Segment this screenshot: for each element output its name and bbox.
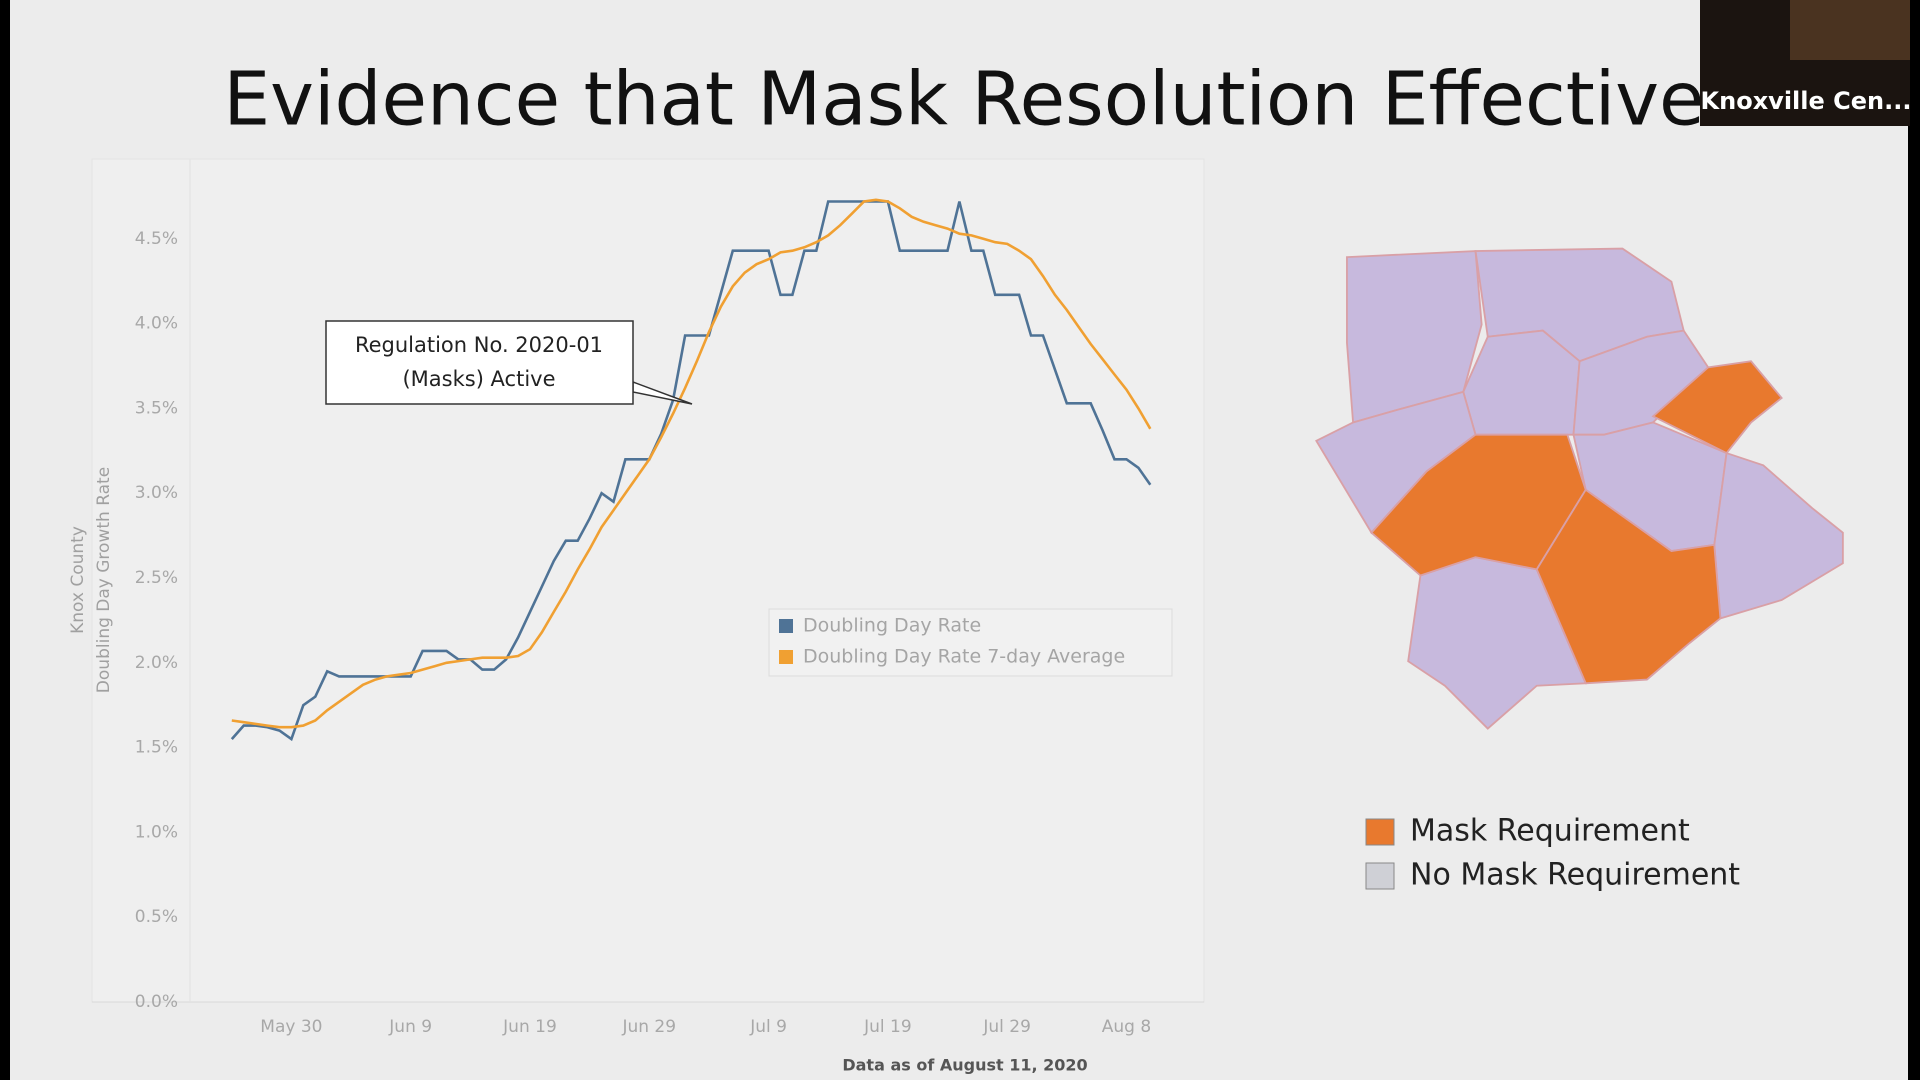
legend-label: Doubling Day Rate	[803, 615, 981, 637]
y-tick-label: 1.5%	[135, 738, 178, 758]
y-tick-label: 4.5%	[135, 229, 178, 249]
caption: Data as of August 11, 2020	[842, 1056, 1087, 1075]
x-tick-label: Aug 8	[1102, 1017, 1151, 1037]
county-map	[1315, 247, 1844, 730]
chart-area	[91, 158, 1205, 1003]
x-tick-label: May 30	[260, 1017, 322, 1037]
y-tick-label: 3.0%	[135, 483, 178, 503]
participant-video	[1790, 0, 1910, 60]
series-line	[231, 198, 1152, 729]
y-axis-label: Knox County	[68, 526, 88, 634]
callout-text: Regulation No. 2020-01	[355, 333, 603, 357]
map-legend-label: Mask Requirement	[1410, 814, 1690, 849]
legend-box	[768, 608, 1173, 677]
y-tick-label: 3.5%	[135, 398, 178, 418]
x-tick-label: Jul 19	[863, 1017, 912, 1037]
y-tick-label: 2.5%	[135, 568, 178, 588]
x-tick-label: Jun 9	[388, 1017, 432, 1037]
y-axis-label: Doubling Day Growth Rate	[94, 467, 114, 693]
callout-text: (Masks) Active	[402, 367, 555, 391]
callout-box	[325, 320, 634, 405]
y-tick-label: 1.0%	[135, 822, 178, 842]
slide-title: Evidence that Mask Resolution Effective	[223, 57, 1704, 143]
map-legend-swatch	[1365, 862, 1395, 890]
x-tick-label: Jun 19	[502, 1017, 557, 1037]
x-tick-label: Jul 9	[749, 1017, 787, 1037]
x-tick-label: Jun 29	[621, 1017, 676, 1037]
y-tick-label: 0.0%	[135, 992, 178, 1012]
legend-label: Doubling Day Rate 7-day Average	[803, 646, 1125, 668]
legend-swatch	[779, 650, 793, 664]
legend-swatch	[779, 619, 793, 633]
county	[1535, 488, 1722, 685]
y-tick-label: 2.0%	[135, 653, 178, 673]
map-legend-label: No Mask Requirement	[1410, 858, 1740, 893]
y-tick-label: 0.5%	[135, 907, 178, 927]
county	[1651, 360, 1783, 455]
y-tick-label: 4.0%	[135, 314, 178, 334]
participant-name: Knoxville Cen...	[1701, 87, 1912, 115]
x-tick-label: Jul 29	[982, 1017, 1031, 1037]
map-legend-swatch	[1365, 818, 1395, 846]
